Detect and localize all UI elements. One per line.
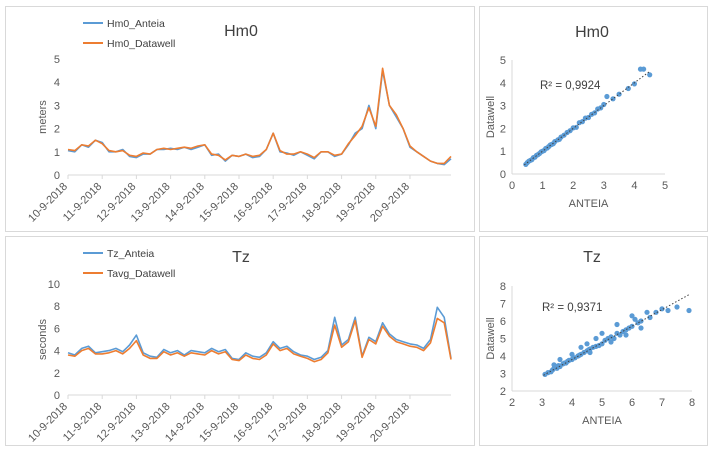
- chart-title: Tz: [232, 249, 250, 266]
- scatter-point: [629, 323, 635, 329]
- chart-title: Hm0: [575, 24, 609, 41]
- y-tick-label: 6: [54, 323, 60, 335]
- y-tick-label: 0: [54, 170, 60, 182]
- series-line-2: [67, 317, 452, 363]
- tz-scatter-chart: Tz 2 3 4 5 6 7 8 2 3 4 5 6 7 8 ANTEIA Datawell R² = 0,937…: [485, 249, 695, 427]
- x-tick-label: 5: [599, 397, 605, 409]
- y-tick-label: 1: [500, 146, 506, 158]
- scatter-point: [647, 314, 653, 321]
- x-tick-label: 4: [569, 397, 575, 409]
- x-tick-label: 3: [601, 180, 607, 192]
- tz-timeseries-panel: Tz 0 2 4 6 8 10 seconds 10-9-2018 11-9-2018 12-9-2…: [5, 236, 475, 446]
- x-tick-label: 8: [689, 397, 695, 409]
- x-tick-label: 5: [662, 180, 668, 192]
- scatter-point: [604, 93, 610, 100]
- x-tick-label: 3: [539, 397, 545, 409]
- x-tick-label: 6: [629, 397, 635, 409]
- scatter-point: [665, 307, 671, 314]
- scatter-point: [674, 304, 680, 310]
- hm0-timeseries-panel: Hm0 0 1 2 3 4 5 meters 10-9-2018 11-9-2018 12-9-20…: [5, 6, 475, 232]
- scatter-point: [601, 101, 607, 108]
- y-tick-label: 2: [54, 368, 60, 380]
- y-axis-label: seconds: [37, 319, 49, 360]
- x-tick-label: 0: [509, 180, 515, 192]
- scatter-point: [587, 349, 593, 356]
- scatter-point: [617, 332, 623, 338]
- chart-title: Hm0: [224, 23, 258, 40]
- legend-label: Tavg_Datawell: [107, 268, 175, 280]
- y-tick-label: 2: [500, 386, 506, 398]
- y-axis-label: Datawell: [485, 317, 497, 359]
- y-tick-label: 8: [500, 281, 506, 293]
- scatter-point: [599, 341, 605, 347]
- hm0-timeseries-chart: Hm0012345meters10-9-201811-9-201812-9-20…: [26, 18, 452, 225]
- scatter-point: [551, 362, 557, 368]
- scatter-point: [629, 313, 635, 319]
- y-tick-label: 1: [54, 147, 60, 159]
- y-tick-label: 5: [500, 334, 506, 346]
- r-squared-annotation: R² = 0,9371: [542, 302, 602, 314]
- scatter-point: [623, 332, 629, 338]
- scatter-point: [599, 330, 605, 336]
- trendline: [523, 70, 650, 166]
- scatter-point: [593, 335, 599, 342]
- scatter-point: [614, 321, 620, 328]
- tz-scatter-panel: Tz 2 3 4 5 6 7 8 2 3 4 5 6 7 8 ANTEIA Datawell R² = 0,937…: [479, 236, 708, 446]
- scatter-point: [625, 85, 631, 92]
- x-axis-label: ANTEIA: [569, 198, 609, 210]
- y-tick-label: 4: [500, 78, 506, 90]
- series-line-1: [67, 306, 452, 361]
- y-tick-label: 7: [500, 299, 506, 311]
- scatter-point: [631, 81, 637, 87]
- y-tick-label: 4: [500, 351, 506, 363]
- hm0-scatter-panel: Hm0 0 1 2 3 4 5 0 1 2 3 4 5 ANTEIA Datawell R² = 0,9924: [479, 6, 708, 232]
- scatter-point: [573, 124, 579, 130]
- y-tick-label: 4: [54, 346, 60, 358]
- scatter-point: [569, 351, 575, 357]
- x-tick-label: 7: [659, 397, 665, 409]
- x-tick-label: 2: [509, 397, 515, 409]
- scatter-point: [638, 325, 644, 331]
- scatter-point: [611, 335, 617, 342]
- y-tick-label: 3: [54, 100, 60, 112]
- scatter-point: [686, 307, 692, 314]
- scatter-point: [644, 309, 650, 315]
- y-tick-label: 5: [500, 55, 506, 67]
- y-tick-label: 5: [54, 54, 60, 66]
- tz-timeseries-chart: Tz0246810seconds10-9-201811-9-201812-9-2…: [26, 248, 452, 445]
- scatter-point: [641, 66, 647, 72]
- y-tick-label: 0: [500, 169, 506, 181]
- x-axis-label: ANTEIA: [582, 415, 622, 427]
- series-line-1: [67, 69, 452, 166]
- scatter-point: [578, 344, 584, 350]
- x-tick-label: 2: [570, 180, 576, 192]
- scatter-point: [647, 72, 653, 78]
- y-tick-label: 2: [54, 124, 60, 136]
- chart-title: Tz: [583, 249, 601, 266]
- scatter-point: [557, 356, 563, 363]
- x-tick-label: 1: [540, 180, 546, 192]
- y-axis-label: meters: [37, 100, 49, 134]
- legend-label: Hm0_Datawell: [107, 38, 175, 50]
- y-tick-label: 10: [48, 279, 60, 291]
- scatter-point: [632, 316, 638, 322]
- scatter-point: [608, 339, 614, 345]
- y-tick-label: 4: [54, 77, 60, 89]
- y-tick-label: 0: [54, 390, 60, 402]
- r-squared-annotation: R² = 0,9924: [540, 80, 601, 92]
- x-tick-label: 4: [631, 180, 637, 192]
- scatter-point: [592, 110, 598, 116]
- y-tick-label: 3: [500, 369, 506, 381]
- y-tick-label: 8: [54, 301, 60, 313]
- y-axis-label: Datawell: [485, 96, 497, 138]
- y-tick-label: 3: [500, 101, 506, 113]
- legend-label: Tz_Anteia: [107, 248, 154, 260]
- y-tick-label: 6: [500, 316, 506, 328]
- y-tick-label: 2: [500, 123, 506, 135]
- scatter-point: [584, 341, 590, 347]
- hm0-scatter-chart: Hm0 0 1 2 3 4 5 0 1 2 3 4 5 ANTEIA Datawell R² = 0,9924: [485, 24, 668, 210]
- series-line-2: [67, 67, 452, 165]
- legend-label: Hm0_Anteia: [107, 18, 165, 30]
